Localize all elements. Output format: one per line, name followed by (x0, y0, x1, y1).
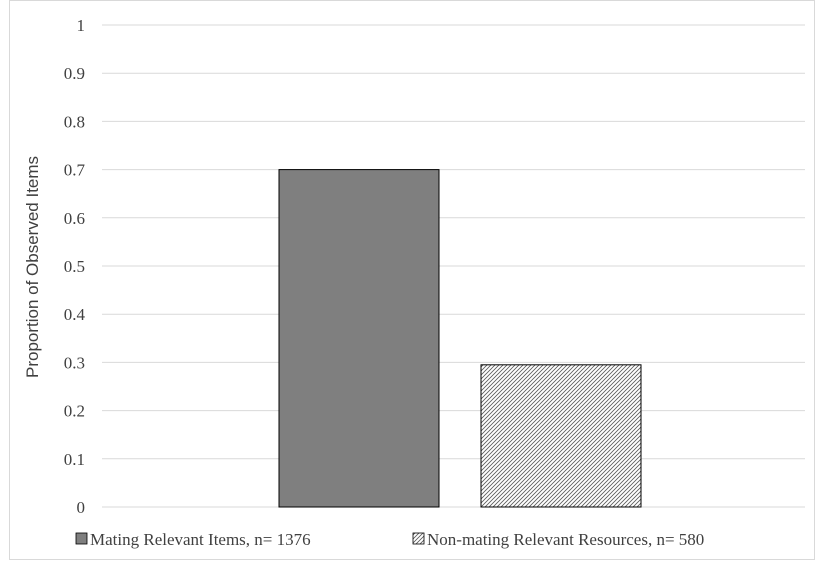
y-tick-label: 0.8 (64, 112, 85, 131)
legend-swatch-2 (412, 532, 425, 545)
legend-label-1: Mating Relevant Items, n= 1376 (90, 530, 311, 549)
y-tick-label: 0.4 (64, 305, 86, 324)
y-tick-label: 0.6 (64, 209, 85, 228)
y-axis-title: Proportion of Observed Items (23, 156, 42, 378)
y-tick-label: 1 (77, 16, 86, 35)
y-tick-label: 0.3 (64, 353, 85, 372)
bar-1 (278, 169, 440, 508)
y-tick-label: 0.7 (64, 161, 86, 180)
y-tick-label: 0.9 (64, 64, 85, 83)
y-tick-label: 0.5 (64, 257, 85, 276)
y-tick-label: 0.2 (64, 402, 85, 421)
legend-label-2: Non-mating Relevant Resources, n= 580 (427, 530, 704, 549)
bar-2 (480, 364, 642, 508)
y-tick-label: 0 (77, 498, 86, 517)
legend-swatch-1 (75, 532, 88, 545)
y-tick-label: 0.1 (64, 450, 85, 469)
